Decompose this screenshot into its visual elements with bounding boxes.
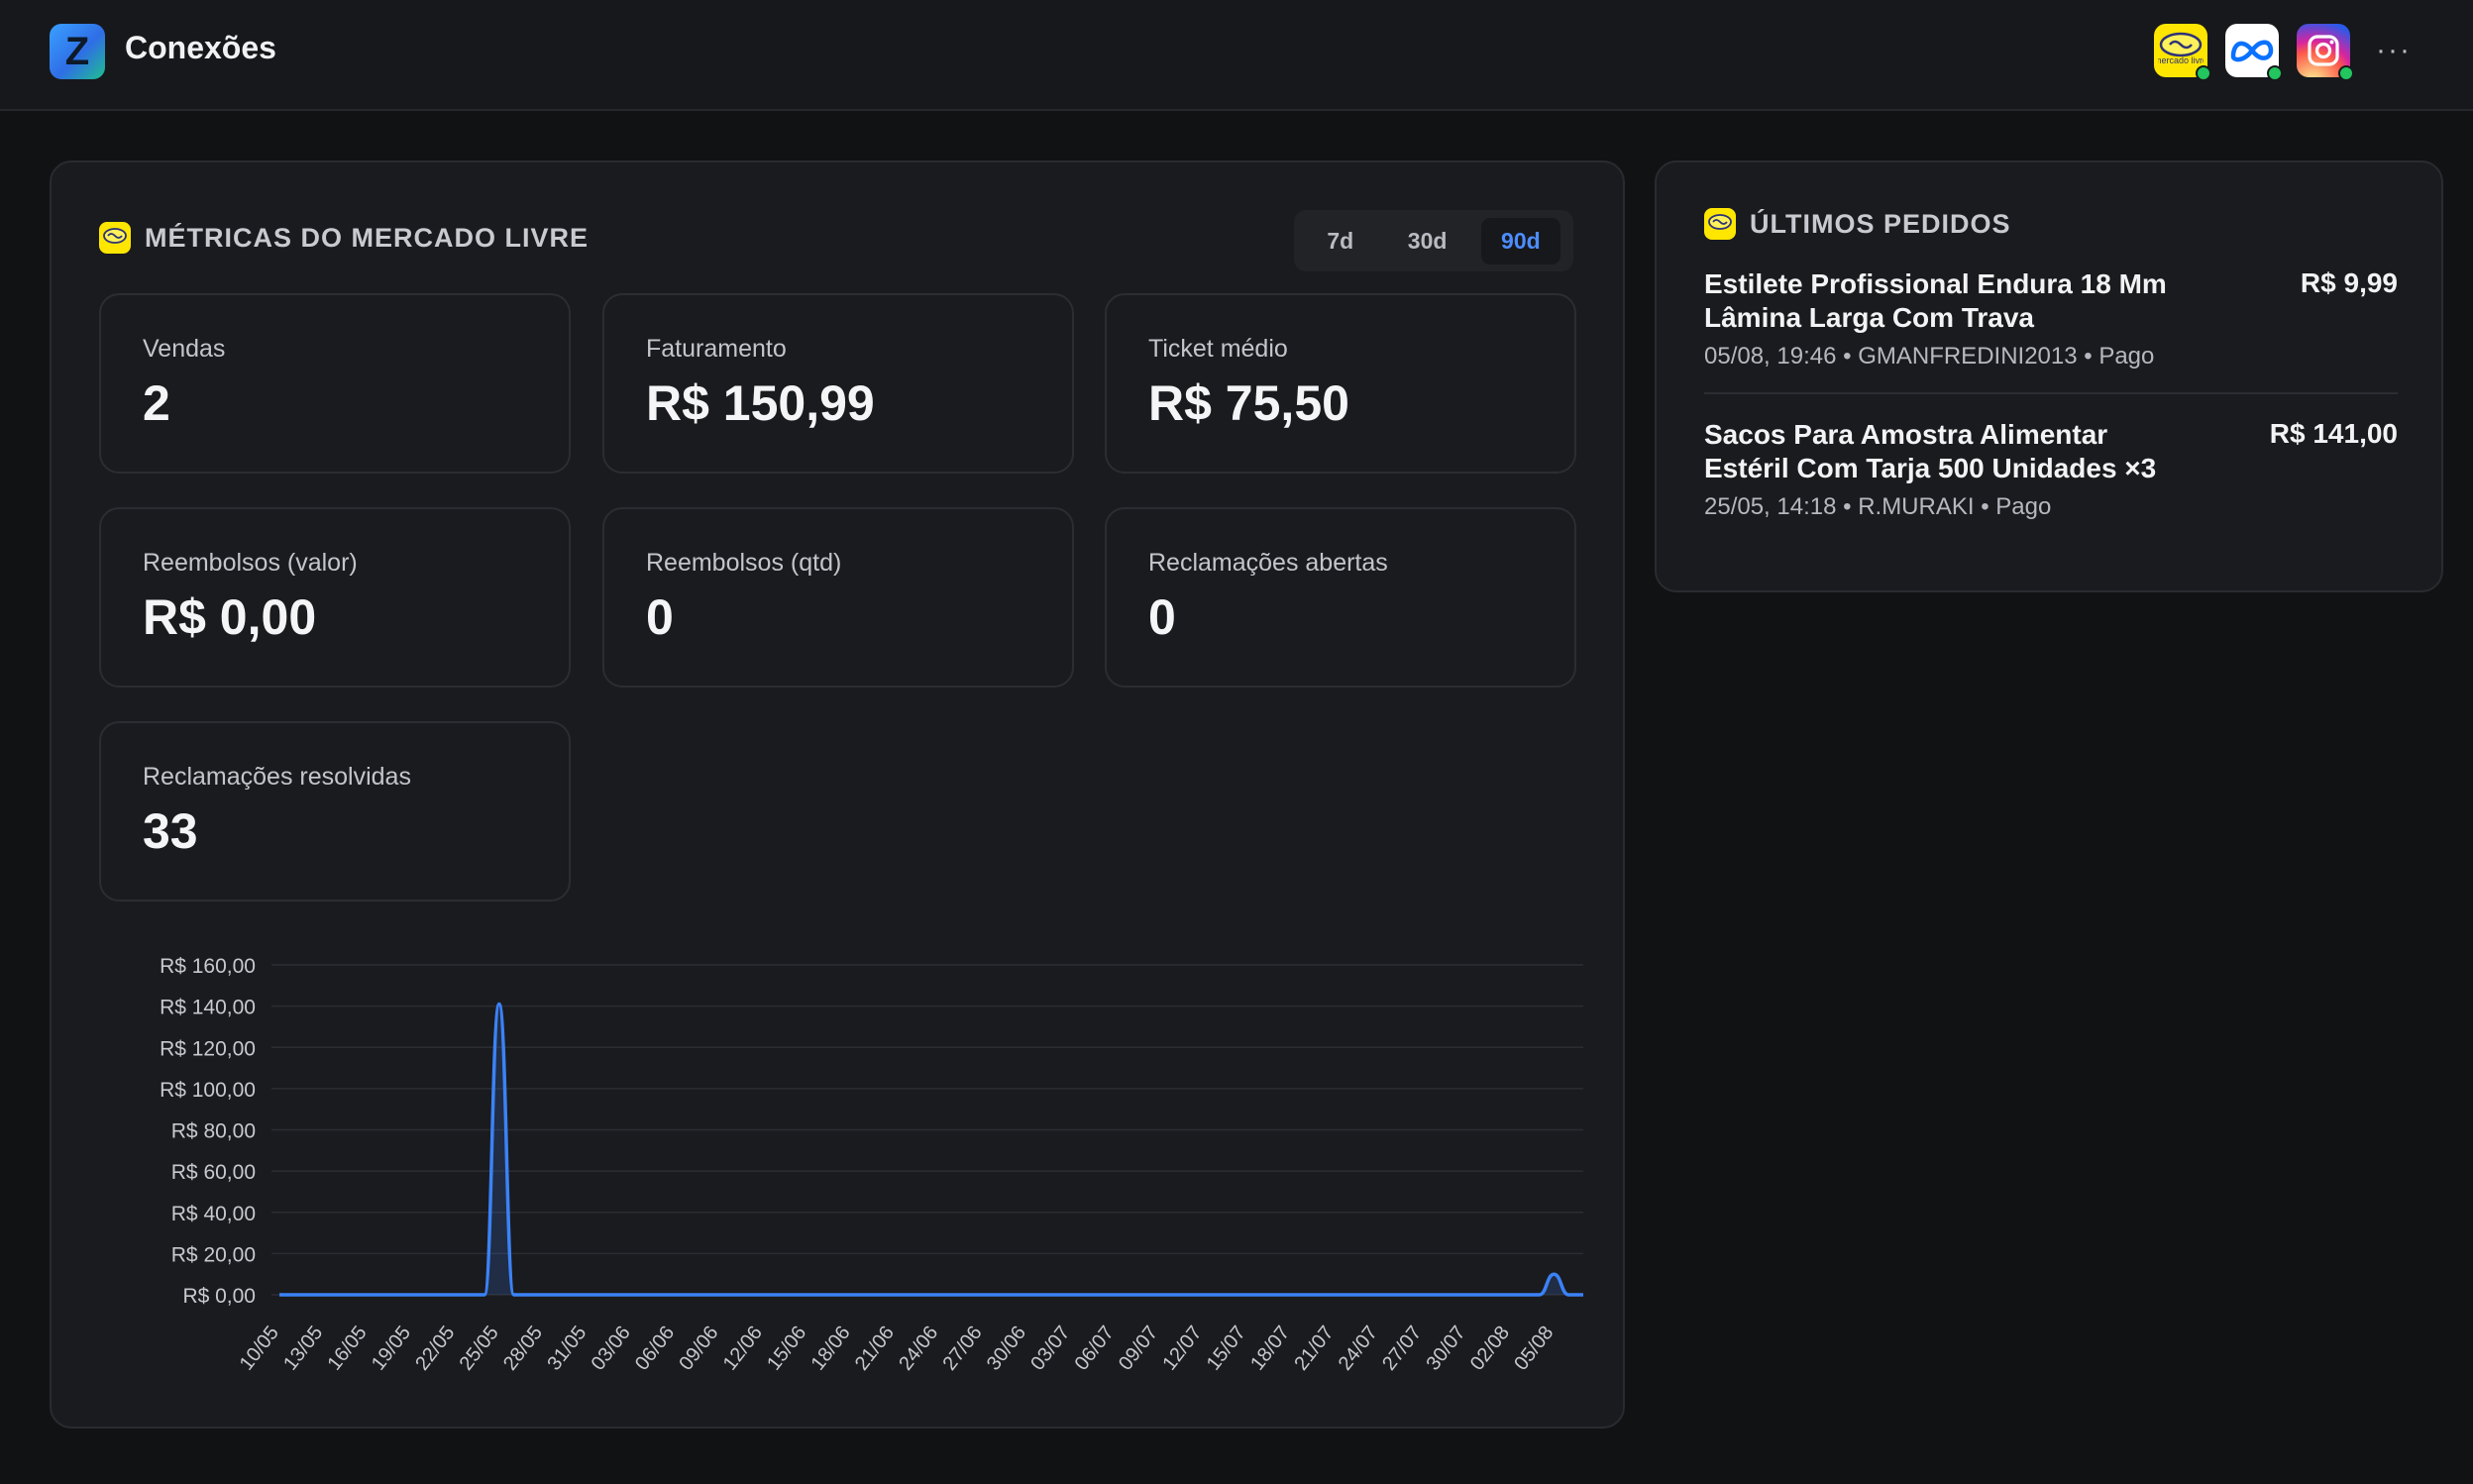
divider [1704,392,2398,394]
order-price: R$ 141,00 [2269,418,2398,449]
stat-value: 2 [143,375,170,431]
status-dot [2196,65,2211,81]
x-tick-label: 12/07 [1158,1323,1206,1375]
x-tick-label: 03/06 [588,1323,635,1375]
list-item[interactable]: Estilete Profissional Endura 18 Mm Lâmin… [1704,267,2398,376]
x-tick-label: 30/06 [983,1323,1030,1375]
instagram-icon[interactable] [2297,24,2354,81]
x-tick-label: 16/05 [324,1323,372,1375]
app-logo[interactable]: Z [50,24,105,79]
x-tick-label: 12/06 [719,1323,767,1375]
x-tick-label: 24/06 [895,1323,942,1375]
x-tick-label: 27/07 [1378,1323,1426,1375]
y-tick-label: R$ 80,00 [171,1120,256,1143]
stat-label: Reembolsos (valor) [143,549,358,577]
stat-label: Ticket médio [1148,335,1288,363]
x-tick-label: 10/05 [236,1323,283,1375]
stat-value: R$ 0,00 [143,589,317,645]
order-title[interactable]: Sacos Para Amostra Alimentar Estéril Com… [1704,419,2157,483]
x-tick-label: 06/06 [631,1323,679,1375]
range-7d-button[interactable]: 7d [1327,227,1354,254]
orders-title: ÚLTIMOS PEDIDOS [1750,208,2011,239]
more-options-button[interactable]: ··· [2376,34,2412,66]
x-tick-label: 09/06 [675,1323,722,1375]
order-meta: 05/08, 19:46 • GMANFREDINI2013 • Pago [1704,343,2155,370]
revenue-chart[interactable]: R$ 0,00 R$ 20,00 R$ 40,00 R$ 60,00 R$ 80,00 R… [91,935,1607,1401]
y-tick-label: R$ 100,00 [160,1079,256,1102]
x-tick-label: 02/08 [1466,1323,1514,1375]
x-tick-label: 18/07 [1246,1323,1294,1375]
range-90d-button[interactable]: 90d [1481,217,1560,265]
stat-value: R$ 75,50 [1148,375,1349,431]
x-tick-label: 05/08 [1510,1323,1558,1375]
metrics-title: MÉTRICAS DO MERCADO LIVRE [145,222,590,253]
range-selector: 7d 30d 90d [1294,210,1573,271]
x-tick-label: 21/06 [851,1323,899,1375]
stat-label: Vendas [143,335,226,363]
list-item[interactable]: Sacos Para Amostra Alimentar Estéril Com… [1704,418,2398,527]
y-tick-label: R$ 140,00 [160,997,256,1019]
stat-card-reclamacoes-resolvidas: Reclamações resolvidas 33 [99,721,571,901]
page-title: Conexões [125,30,276,65]
stat-card-reembolsos-valor: Reembolsos (valor) R$ 0,00 [99,507,571,688]
y-tick-label: R$ 40,00 [171,1203,256,1225]
order-meta: 25/05, 14:18 • R.MURAKI • Pago [1704,493,2052,520]
status-dot [2267,65,2283,81]
orders-panel: ÚLTIMOS PEDIDOS Estilete Profissional En… [1655,160,2443,592]
stat-value: 33 [143,803,198,859]
y-tick-label: R$ 0,00 [182,1285,256,1308]
mercado-livre-icon[interactable]: mercado livre [2154,24,2211,81]
x-tick-label: 13/05 [279,1323,327,1375]
x-tick-label: 28/05 [499,1323,547,1375]
stat-label: Faturamento [646,335,787,363]
x-tick-label: 15/07 [1203,1323,1250,1375]
y-tick-label: R$ 20,00 [171,1243,256,1266]
stat-card-vendas: Vendas 2 [99,293,571,474]
x-tick-label: 31/05 [543,1323,591,1375]
x-tick-label: 24/07 [1335,1323,1382,1375]
x-tick-label: 30/07 [1422,1323,1469,1375]
y-tick-label: R$ 120,00 [160,1037,256,1060]
x-tick-label: 06/07 [1071,1323,1119,1375]
range-30d-button[interactable]: 30d [1407,227,1448,254]
stat-label: Reembolsos (qtd) [646,549,842,577]
status-dot [2338,65,2354,81]
order-price: R$ 9,99 [2300,267,2398,298]
stat-card-reembolsos-qtd: Reembolsos (qtd) 0 [602,507,1074,688]
stat-card-reclamacoes-abertas: Reclamações abertas 0 [1105,507,1576,688]
order-title[interactable]: Estilete Profissional Endura 18 Mm Lâmin… [1704,268,2167,333]
meta-icon[interactable] [2225,24,2283,81]
x-tick-label: 03/07 [1026,1323,1074,1375]
metrics-header: MÉTRICAS DO MERCADO LIVRE [99,222,589,254]
stat-card-ticket-medio: Ticket médio R$ 75,50 [1105,293,1576,474]
x-tick-label: 09/07 [1115,1323,1162,1375]
stat-label: Reclamações abertas [1148,549,1388,577]
x-tick-label: 25/05 [456,1323,503,1375]
x-tick-label: 27/06 [939,1323,987,1375]
x-tick-label: 19/05 [368,1323,415,1375]
mercado-livre-icon [1704,208,1736,240]
stat-value: R$ 150,99 [646,375,875,431]
stat-value: 0 [1148,589,1176,645]
connection-icons: mercado livre ··· [2154,24,2414,81]
stat-value: 0 [646,589,674,645]
x-tick-label: 22/05 [411,1323,459,1375]
mercado-livre-logo-text: mercado livre [2158,55,2204,65]
stat-card-faturamento: Faturamento R$ 150,99 [602,293,1074,474]
y-tick-label: R$ 60,00 [171,1161,256,1184]
x-tick-label: 21/07 [1290,1323,1338,1375]
top-bar: Z Conexões mercado livre ··· [0,0,2473,111]
stat-label: Reclamações resolvidas [143,763,411,791]
x-tick-label: 15/06 [763,1323,810,1375]
x-tick-label: 18/06 [806,1323,854,1375]
metrics-panel: MÉTRICAS DO MERCADO LIVRE 7d 30d 90d Ven… [50,160,1625,1429]
mercado-livre-icon [99,222,131,254]
y-tick-label: R$ 160,00 [160,955,256,978]
orders-header: ÚLTIMOS PEDIDOS [1704,208,2011,240]
